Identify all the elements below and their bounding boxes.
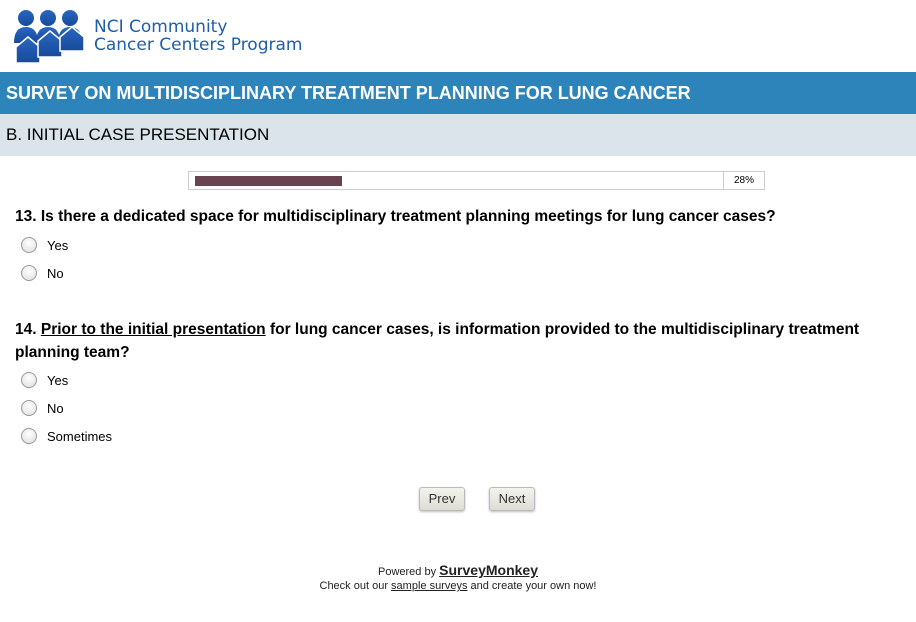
option-label: No [47, 400, 64, 416]
people-houses-icon [14, 10, 85, 63]
progress-bar: 28% [188, 171, 765, 190]
radio-button[interactable] [21, 400, 37, 416]
radio-button[interactable] [21, 265, 37, 281]
promo-text: Check out our [319, 580, 392, 592]
powered-by: Powered by SurveyMonkey [0, 562, 916, 578]
nci-logo: NCI Community Cancer Centers Program [12, 8, 302, 64]
footer-promo: Check out our sample surveys and create … [0, 580, 916, 592]
q14-option-sometimes[interactable]: Sometimes [21, 428, 112, 444]
q14-option-no[interactable]: No [21, 400, 64, 416]
promo-text-end: and create your own now! [467, 580, 597, 592]
sample-surveys-link[interactable]: sample surveys [391, 580, 468, 592]
q13-option-yes[interactable]: Yes [21, 237, 68, 253]
radio-button[interactable] [21, 428, 37, 444]
option-label: Sometimes [47, 428, 113, 444]
q14-option-yes[interactable]: Yes [21, 372, 68, 388]
prev-button[interactable]: Prev [419, 487, 465, 511]
radio-button[interactable] [21, 372, 37, 388]
option-label: No [47, 265, 64, 281]
question-emphasis: Prior to the initial presentation [40, 321, 266, 338]
powered-by-text: Powered by [378, 566, 440, 578]
progress-fill [195, 176, 342, 186]
next-button[interactable]: Next [489, 487, 535, 511]
radio-button[interactable] [21, 237, 37, 253]
option-label: Yes [47, 372, 69, 388]
question-14: 14. Prior to the initial presentation fo… [15, 318, 895, 364]
progress-label: 28% [723, 172, 764, 189]
option-label: Yes [47, 237, 69, 253]
logo-line2: Cancer Centers Program [94, 35, 303, 55]
question-text: for lung cancer cases, is information pr… [15, 321, 860, 361]
question-13: 13. Is there a dedicated space for multi… [15, 208, 776, 225]
section-title: B. INITIAL CASE PRESENTATION [0, 114, 916, 156]
question-number: 14. [15, 321, 41, 338]
surveymonkey-link[interactable]: SurveyMonkey [439, 562, 538, 578]
logo-line1: NCI Community [94, 17, 228, 37]
survey-title: SURVEY ON MULTIDISCIPLINARY TREATMENT PL… [0, 72, 916, 114]
q13-option-no[interactable]: No [21, 265, 64, 281]
